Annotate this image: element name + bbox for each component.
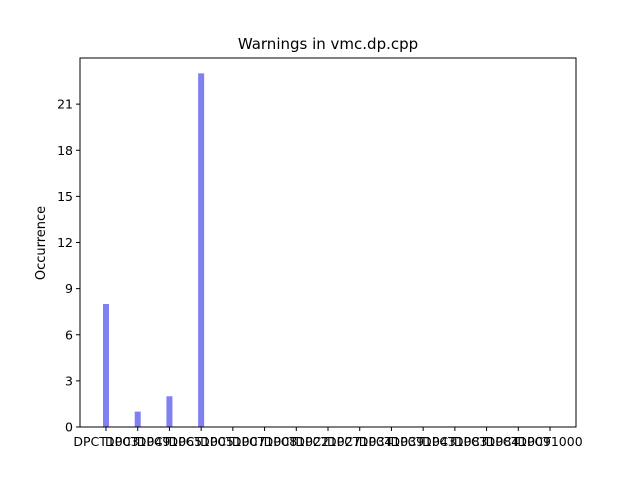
bar-DPCT1065 [166, 396, 173, 427]
x-tick-label: DPCT1008 [232, 434, 297, 449]
x-tick-label: DPCT1005 [168, 434, 233, 449]
x-tick-label: DPCT1009 [486, 434, 551, 449]
y-tick-label: 21 [57, 97, 73, 112]
y-tick-label: 3 [65, 373, 73, 388]
y-tick-label: 15 [57, 189, 73, 204]
x-tick-label: DPCT1034 [327, 434, 392, 449]
plot-frame [79, 57, 577, 428]
bar-DPCT1005 [198, 73, 205, 427]
x-tick-label: DPCT1083 [422, 434, 487, 449]
x-tick-label: DPCT1084 [454, 434, 519, 449]
bars-group [103, 73, 205, 427]
x-tick-label: DPCT1065 [137, 434, 202, 449]
y-tick-label: 0 [65, 420, 73, 435]
x-tick-label: DPCT1039 [359, 434, 424, 449]
bar-DPCT1003 [103, 304, 109, 427]
x-tick-label: DPCT1003 [73, 434, 138, 449]
x-ticks-group: DPCT1003DPCT1049DPCT1065DPCT1005DPCT1007… [73, 427, 583, 449]
y-axis-label: Occurrence [34, 206, 49, 280]
bar-DPCT1049 [134, 411, 141, 427]
x-tick-label: DPCT1027 [295, 434, 360, 449]
y-ticks-group: 0 3 6 9 12 15 18 21 [57, 97, 80, 435]
chart-title: Warnings in vmc.dp.cpp [238, 35, 418, 53]
x-tick-label: DPCT1043 [390, 434, 455, 449]
x-tick-label: DPCT1007 [200, 434, 265, 449]
x-tick-label: DPCT1049 [105, 434, 170, 449]
y-tick-label: 18 [57, 143, 73, 158]
y-tick-label: 9 [65, 281, 73, 296]
y-tick-label: 12 [57, 235, 73, 250]
x-tick-label: DPCT1000 [517, 434, 582, 449]
y-tick-label: 6 [65, 327, 73, 342]
x-tick-label: DPCT1022 [264, 434, 329, 449]
